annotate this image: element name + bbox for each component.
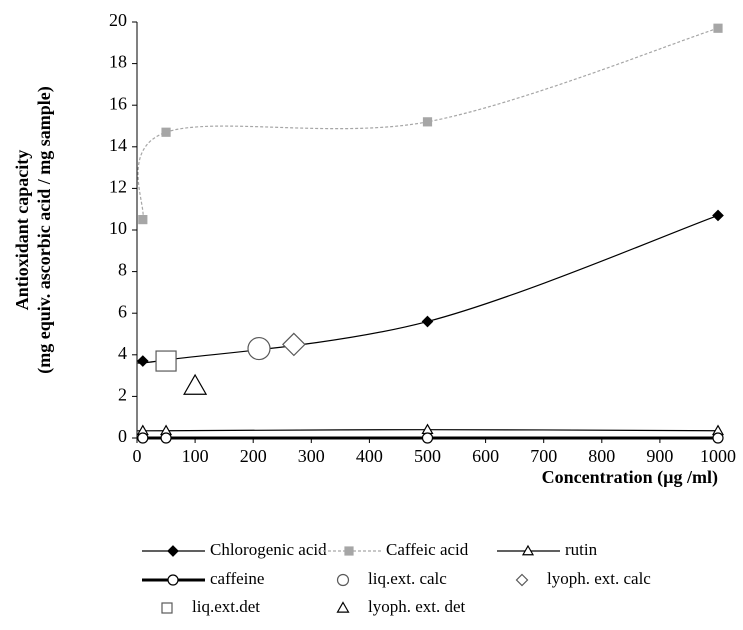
marker: [161, 127, 171, 137]
series-line: [137, 429, 719, 432]
marker: [712, 209, 724, 222]
y-tick-label: 4: [118, 343, 127, 363]
legend-label: lyoph. ext. calc: [547, 569, 651, 588]
marker: [336, 573, 350, 587]
marker: [521, 544, 535, 556]
x-tick-label: 400: [356, 446, 383, 466]
marker: [155, 350, 177, 372]
legend-item: liq.ext. calc: [336, 569, 447, 588]
x-tick-label: 100: [182, 446, 209, 466]
legend-label: liq.ext. calc: [368, 569, 447, 588]
marker: [515, 573, 529, 587]
series-line: [137, 27, 719, 220]
marker: [422, 117, 433, 127]
y-axis-label: Antioxidant capacity (mg equiv. ascorbic…: [12, 86, 55, 373]
marker: [344, 546, 354, 556]
y-tick-label: 8: [118, 260, 127, 280]
x-tick-label: 900: [646, 446, 673, 466]
marker: [713, 23, 723, 33]
x-tick-label: 700: [530, 446, 557, 466]
marker: [167, 574, 179, 586]
x-tick-label: 0: [133, 446, 142, 466]
x-tick-label: 800: [588, 446, 615, 466]
marker: [161, 602, 173, 614]
marker: [336, 601, 350, 613]
legend-item: caffeine: [142, 569, 264, 588]
y-tick-label: 12: [109, 177, 127, 197]
y-tick-label: 16: [109, 93, 127, 113]
marker: [137, 432, 149, 444]
legend-label: rutin: [565, 540, 598, 559]
x-tick-label: 500: [414, 446, 441, 466]
x-tick-label: 300: [298, 446, 325, 466]
y-axis-label-line: Antioxidant capacity: [12, 150, 32, 311]
y-tick-label: 2: [118, 385, 127, 405]
legend-label: caffeine: [210, 569, 264, 588]
legend-item: lyoph. ext. det: [336, 597, 466, 616]
x-tick-label: 1000: [700, 446, 736, 466]
legend-item: Caffeic acid: [318, 540, 469, 559]
x-tick-label: 200: [240, 446, 267, 466]
x-axis-label: Concentration (µg /ml): [542, 467, 718, 488]
y-tick-label: 14: [109, 135, 127, 155]
series-line: [137, 214, 719, 364]
marker: [282, 332, 306, 357]
y-tick-label: 18: [109, 52, 127, 72]
y-tick-label: 10: [109, 218, 127, 238]
y-tick-label: 6: [118, 301, 127, 321]
marker: [160, 432, 172, 444]
marker: [183, 373, 208, 395]
marker: [421, 315, 434, 328]
legend-item: rutin: [497, 540, 598, 559]
legend-item: Chlorogenic acid: [142, 540, 327, 559]
legend-item: lyoph. ext. calc: [515, 569, 651, 588]
legend-label: liq.ext.det: [192, 597, 260, 616]
marker: [136, 355, 149, 367]
y-tick-label: 0: [118, 426, 127, 446]
marker: [421, 423, 434, 435]
marker: [421, 432, 434, 444]
y-axis-label-line: (mg equiv. ascorbic acid / mg sample): [34, 86, 55, 373]
legend-label: Caffeic acid: [386, 540, 469, 559]
x-tick-label: 600: [472, 446, 499, 466]
legend-item: liq.ext.det: [161, 597, 260, 616]
legend-label: lyoph. ext. det: [368, 597, 466, 616]
legend-label: Chlorogenic acid: [210, 540, 327, 559]
marker: [712, 432, 724, 444]
marker: [247, 336, 271, 361]
marker: [167, 545, 179, 557]
marker: [138, 215, 148, 225]
y-tick-label: 20: [109, 10, 127, 30]
